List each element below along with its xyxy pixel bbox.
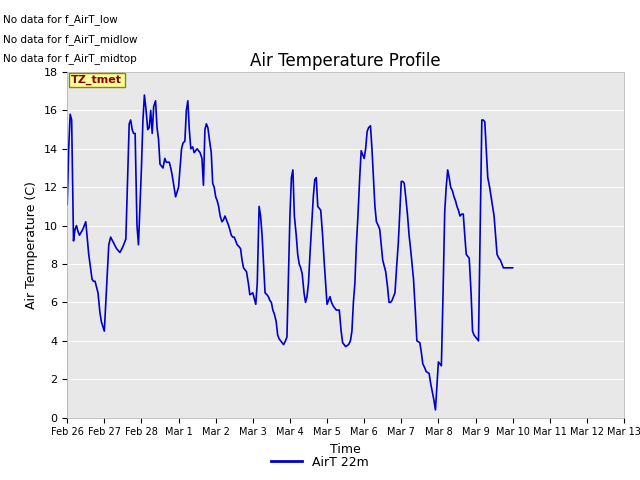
- Text: No data for f_AirT_midlow: No data for f_AirT_midlow: [3, 34, 138, 45]
- X-axis label: Time: Time: [330, 443, 361, 456]
- Text: TZ_tmet: TZ_tmet: [72, 75, 122, 85]
- Legend: AirT 22m: AirT 22m: [266, 451, 374, 474]
- Text: No data for f_AirT_midtop: No data for f_AirT_midtop: [3, 53, 137, 64]
- Y-axis label: Air Termperature (C): Air Termperature (C): [25, 181, 38, 309]
- Text: No data for f_AirT_low: No data for f_AirT_low: [3, 14, 118, 25]
- Title: Air Temperature Profile: Air Temperature Profile: [250, 52, 441, 71]
